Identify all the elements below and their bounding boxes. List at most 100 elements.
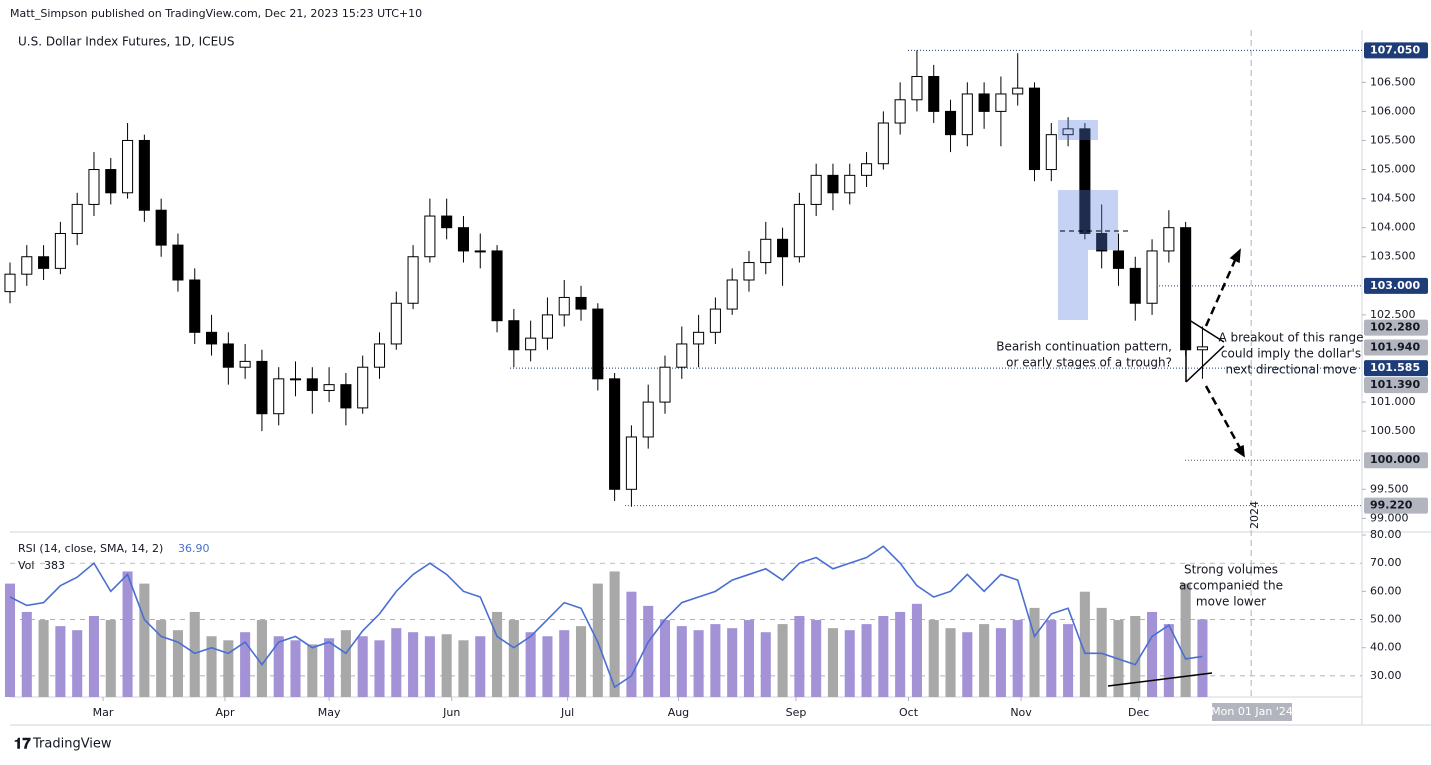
volume-bar: [962, 632, 973, 697]
candle-body: [1146, 250, 1158, 304]
candle-body: [592, 308, 604, 380]
crosshair-badge: [1212, 703, 1292, 721]
volume-bar: [609, 571, 620, 697]
volume-bar: [643, 605, 654, 697]
candle-body: [105, 169, 117, 194]
volume-bar: [743, 620, 755, 697]
price-label-bg: [1364, 319, 1428, 336]
volume-bar: [256, 620, 267, 697]
volume-bar: [794, 616, 805, 697]
x-tick-label: Jun: [442, 706, 460, 719]
volume-bar: [827, 628, 838, 697]
candle-body: [4, 273, 16, 293]
candle-body: [659, 366, 671, 403]
volume-bar: [1163, 624, 1174, 697]
candle-body: [289, 378, 302, 381]
candle-body: [189, 279, 201, 333]
volume-bar: [979, 624, 990, 697]
candle-body: [508, 320, 520, 351]
candle-body: [760, 238, 772, 264]
y-tick-label: 104.000: [1370, 221, 1416, 234]
y-tick-label: 103.500: [1370, 250, 1416, 263]
rsi-tick-label: 70.00: [1370, 556, 1402, 569]
volume-bar: [811, 620, 822, 697]
volume-bar: [374, 640, 385, 697]
rsi-tick-label: 30.00: [1370, 669, 1402, 682]
price-label: 101.940: [1370, 340, 1420, 353]
volume-bar: [290, 640, 301, 697]
rsi-label: RSI (14, close, SMA, 14, 2): [18, 542, 163, 555]
candle-body: [407, 256, 419, 304]
y-tick-label: 106.000: [1370, 104, 1416, 117]
rsi-tick-label: 80.00: [1370, 528, 1402, 541]
candle-body: [357, 366, 369, 409]
volume-label: Vol: [18, 559, 34, 572]
candle-body: [38, 256, 50, 269]
volume-bar: [273, 636, 284, 697]
price-label-bg: [1364, 452, 1428, 469]
candle-body: [457, 227, 470, 252]
y-tick-label: 99.500: [1370, 482, 1409, 495]
candle-body: [575, 296, 587, 310]
volume-bar: [324, 638, 335, 697]
candle-body: [978, 93, 990, 112]
volume-bar: [55, 626, 66, 697]
price-label-bg: [1364, 277, 1428, 294]
volume-bar: [357, 636, 368, 697]
candle-body: [306, 378, 318, 391]
volume-bar: [340, 630, 351, 697]
brand-logo: 𝟏𝟕: [14, 735, 31, 753]
candle-body: [928, 76, 940, 112]
volume-bar: [458, 640, 469, 697]
annotation: move lower: [1196, 595, 1266, 609]
marks: 106.500 106.000 105.500 105.000 104.500 104.0…: [4, 30, 1428, 719]
annotation: or early stages of a trough?: [1006, 356, 1172, 370]
year-label: 2024: [1248, 501, 1261, 529]
volume-value: 383: [44, 559, 65, 572]
y-tick-label: 105.000: [1370, 163, 1416, 176]
candle-body: [1079, 128, 1091, 234]
annotation: Bearish continuation pattern,: [996, 340, 1172, 354]
volume-bar: [995, 628, 1006, 697]
candle-body: [844, 174, 856, 194]
volume-bar: [727, 628, 738, 697]
candle-body: [21, 256, 33, 275]
price-label: 101.585: [1370, 361, 1420, 374]
price-label-bg: [1364, 497, 1428, 514]
candle-body: [222, 343, 234, 368]
candle-body: [810, 174, 822, 205]
annotation: next directional move: [1225, 363, 1356, 377]
x-tick-label: Jul: [560, 706, 574, 719]
y-tick-label: 101.000: [1370, 395, 1416, 408]
volume-bar: [441, 634, 452, 697]
y-tick-label: 102.500: [1370, 308, 1416, 321]
x-tick-label: Apr: [215, 706, 235, 719]
y-tick-label: 106.500: [1370, 75, 1416, 88]
volume-bar: [1130, 616, 1141, 697]
volume-bar: [1063, 624, 1074, 697]
candle-body: [676, 343, 688, 368]
candle-body: [1196, 346, 1208, 351]
volume-bar: [676, 626, 687, 697]
candle-body: [54, 232, 66, 269]
volume-bar: [508, 620, 519, 697]
volume-bar: [1096, 607, 1107, 697]
candle-body: [491, 250, 503, 322]
candle-body: [911, 76, 923, 101]
volume-bar: [139, 583, 150, 697]
volume-bar: [928, 620, 939, 697]
candle-body: [340, 384, 352, 409]
volume-bar: [1147, 611, 1158, 697]
candle-body: [961, 93, 973, 136]
volume-bar: [189, 611, 200, 697]
candle-body: [944, 110, 957, 136]
x-tick-label: Nov: [1010, 706, 1032, 719]
candle-body: [894, 99, 906, 124]
price-label-bg: [1364, 42, 1428, 59]
volume-bar: [1046, 620, 1057, 697]
crosshair-label: Mon 01 Jan '24: [1211, 705, 1293, 718]
candle-body: [726, 279, 738, 310]
x-tick-label: Dec: [1128, 706, 1149, 719]
volume-bar: [777, 624, 788, 697]
